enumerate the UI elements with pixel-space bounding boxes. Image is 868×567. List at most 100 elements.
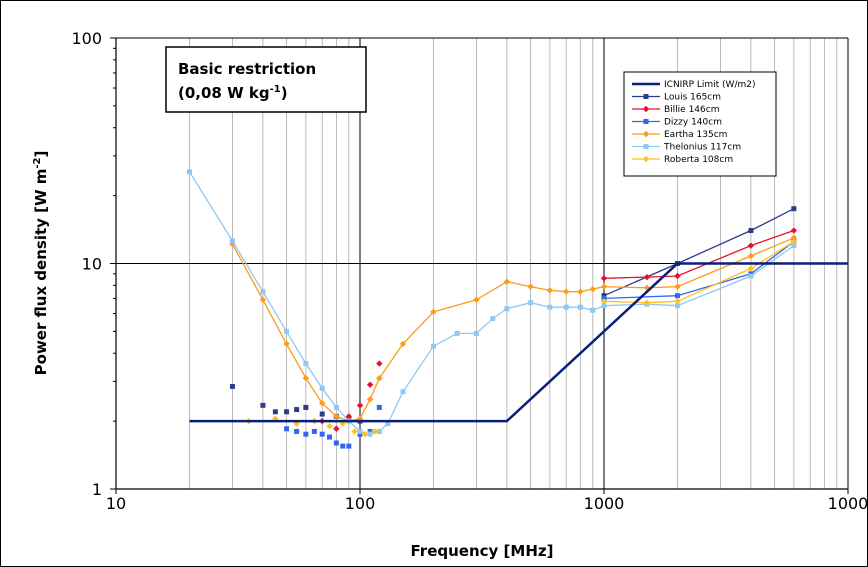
data-point — [186, 169, 192, 175]
data-point — [601, 303, 607, 309]
data-point — [527, 283, 534, 290]
data-point — [376, 360, 383, 367]
legend: ICNIRP Limit (W/m2) Louis 165cm Billie 146… — [623, 71, 777, 177]
x-tick-labels: 10 100 1000 1000 — [106, 494, 868, 513]
data-point — [259, 296, 267, 304]
data-point — [504, 306, 510, 312]
data-point — [577, 304, 583, 310]
series-line — [189, 262, 848, 423]
data-point — [791, 206, 797, 212]
series-icnirp-limit-w-m2- — [189, 262, 848, 423]
data-point — [319, 385, 325, 391]
annotation-line-2-end: ) — [281, 84, 288, 102]
x-tick-label: 10 — [106, 494, 126, 513]
legend-swatch-marker — [642, 130, 650, 138]
data-point — [601, 293, 607, 299]
data-point — [327, 434, 333, 440]
data-point — [351, 428, 358, 435]
annotation-box: Basic restriction (0,08 W kg-1) — [165, 46, 367, 113]
x-tick-label: 100 — [345, 494, 376, 513]
data-point — [367, 431, 373, 437]
y-tick-label: 100 — [71, 29, 102, 48]
legend-label: Thelonius 117cm — [663, 143, 741, 153]
y-tick-label: 10 — [82, 255, 102, 274]
legend-entry: Billie 146cm — [632, 105, 719, 115]
data-point — [490, 316, 496, 322]
data-point — [790, 238, 798, 245]
legend-entry: Eartha 135cm — [632, 130, 727, 140]
data-point — [340, 443, 346, 449]
y-axis-title-sup: -2 — [32, 157, 43, 168]
legend-entry: Louis 165cm — [632, 93, 721, 103]
data-point — [302, 374, 310, 382]
data-point — [790, 227, 798, 234]
data-point — [366, 381, 374, 388]
data-point — [319, 411, 325, 417]
data-point — [284, 426, 290, 432]
data-point — [600, 298, 608, 305]
data-point — [547, 304, 553, 310]
data-point — [563, 288, 570, 295]
data-point — [376, 428, 382, 434]
data-point — [399, 340, 407, 348]
data-point — [303, 361, 309, 367]
y-axis-title: Power flux density [W m-2] — [32, 151, 50, 376]
legend-swatch-marker — [642, 105, 650, 113]
data-point — [303, 404, 309, 410]
data-point — [371, 428, 379, 435]
data-point — [319, 400, 326, 407]
data-point — [283, 340, 290, 348]
legend-label: Billie 146cm — [664, 105, 719, 115]
series-layer — [186, 169, 848, 449]
annotation-line-2: (0,08 W kg-1) — [178, 84, 288, 102]
x-tick-label: 1000 — [584, 494, 625, 513]
data-point — [376, 404, 382, 410]
legend-label: Roberta 108cm — [664, 155, 733, 165]
data-point — [303, 431, 309, 437]
data-point — [346, 443, 352, 449]
data-point — [747, 265, 755, 272]
data-point — [528, 300, 534, 306]
data-point — [454, 330, 460, 336]
data-point — [473, 330, 479, 336]
data-point — [503, 278, 511, 285]
data-point — [791, 243, 797, 249]
legend-swatch-marker — [643, 94, 649, 99]
data-point — [600, 283, 608, 290]
legend-entry: Thelonius 117cm — [632, 143, 741, 153]
data-point — [260, 402, 266, 408]
data-point — [385, 421, 391, 427]
data-point — [473, 296, 480, 304]
legend-label: Dizzy 140cm — [664, 118, 722, 128]
axes — [110, 37, 849, 494]
data-point — [674, 293, 680, 299]
y-axis-title-base: Power flux density [W m — [32, 169, 50, 376]
data-point — [284, 409, 290, 415]
data-point — [748, 273, 754, 279]
data-point — [790, 234, 798, 242]
annotation-line-2-sup: -1 — [270, 84, 281, 95]
data-point — [366, 396, 374, 403]
series-line — [231, 237, 795, 422]
data-point — [311, 428, 317, 434]
annotation-line-2-base: (0,08 W kg — [178, 84, 270, 102]
data-point — [589, 285, 597, 293]
data-point — [357, 428, 363, 434]
legend-swatch-marker — [643, 144, 649, 149]
series-line — [603, 208, 795, 297]
data-point — [367, 428, 373, 434]
data-point — [333, 413, 340, 420]
data-point — [747, 242, 755, 249]
series-eartha-135cm — [229, 234, 798, 425]
legend-swatch-marker — [643, 119, 649, 124]
series-billie-146cm — [319, 227, 798, 432]
legend-entry: Roberta 108cm — [632, 155, 733, 165]
data-point — [361, 430, 369, 438]
legend-label: Eartha 135cm — [664, 130, 727, 140]
y-tick-labels: 1 10 100 — [71, 29, 102, 499]
data-point — [319, 431, 325, 437]
x-axis-title: Frequency [MHz] — [411, 542, 554, 560]
data-point — [590, 307, 596, 313]
y-tick-label: 1 — [92, 480, 102, 499]
x-tick-label: 1000 — [828, 494, 868, 513]
